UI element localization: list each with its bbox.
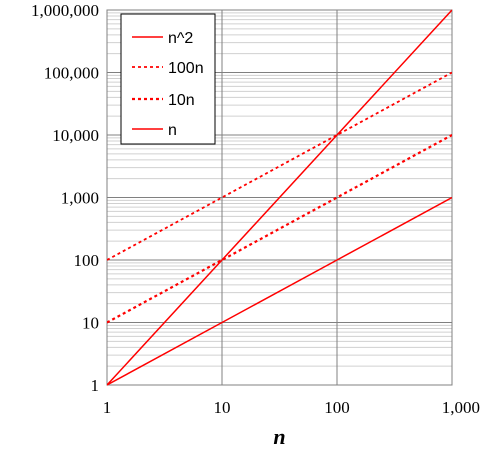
legend-label: 10n [168, 92, 195, 109]
legend-label: n [168, 122, 177, 139]
legend: n^2 100n 10n n [120, 13, 216, 145]
x-tick-labels: 1 10 100 1,000 [103, 398, 480, 417]
legend-label: 100n [168, 60, 204, 77]
y-tick-labels: 1 10 100 1,000 10,000 100,000 1,000,000 [31, 1, 99, 395]
series-layer [107, 9, 452, 386]
y-tick-label: 1 [91, 376, 100, 395]
legend-label: n^2 [168, 30, 193, 47]
y-tick-label: 1,000,000 [31, 1, 99, 20]
y-tick-label: 100,000 [44, 64, 99, 83]
series-line-1 [107, 9, 452, 386]
x-tick-label: 1,000 [442, 398, 480, 417]
y-tick-label: 1,000 [61, 189, 99, 208]
y-tick-label: 10 [82, 314, 99, 333]
x-tick-label: 1 [103, 398, 112, 417]
x-tick-label: 100 [324, 398, 350, 417]
x-axis-title: n [273, 424, 285, 449]
series-line-4 [107, 196, 452, 386]
minor-grid [107, 12, 452, 367]
y-tick-label: 10,000 [52, 126, 99, 145]
legend-box [120, 13, 216, 145]
y-tick-label: 100 [74, 251, 100, 270]
x-tick-label: 10 [214, 398, 231, 417]
